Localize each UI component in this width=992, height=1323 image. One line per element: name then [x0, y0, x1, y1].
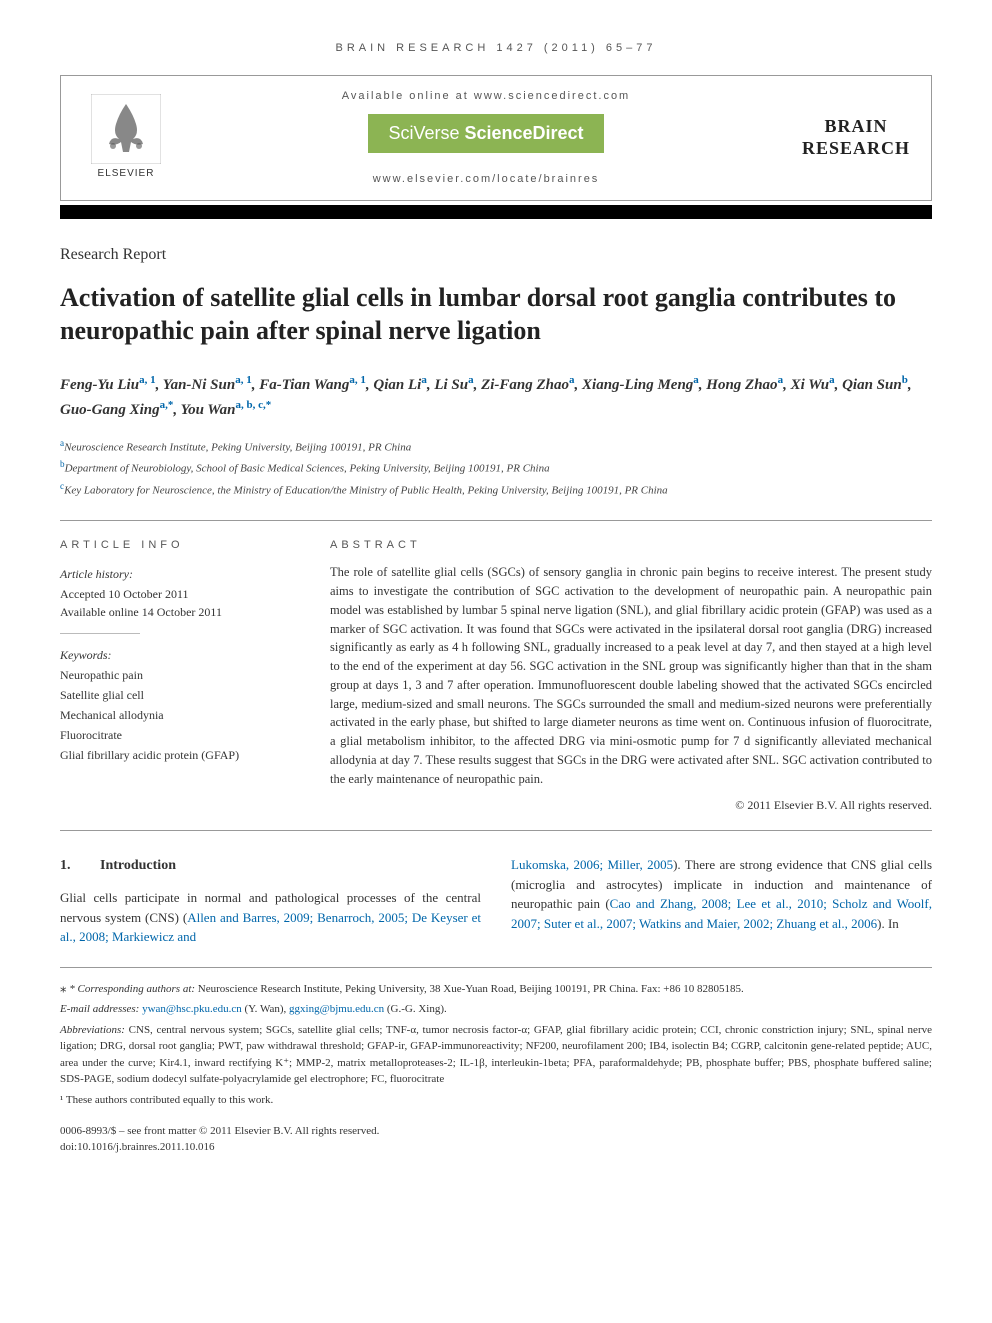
section-heading: 1.Introduction: [60, 855, 481, 876]
article-history-label: Article history:: [60, 565, 300, 583]
section-number: 1.: [60, 855, 100, 876]
journal-name-line2: RESEARCH: [801, 138, 911, 160]
sciverse-logo: SciVerse ScienceDirect: [368, 114, 603, 153]
keyword-item: Glial fibrillary acidic protein (GFAP): [60, 746, 300, 764]
email-note: E-mail addresses: ywan@hsc.pku.edu.cn (Y…: [60, 1001, 932, 1018]
email-link[interactable]: ywan@hsc.pku.edu.cn: [142, 1003, 242, 1015]
article-title: Activation of satellite glial cells in l…: [60, 281, 932, 349]
affiliations-list: aNeuroscience Research Institute, Peking…: [60, 436, 932, 500]
body-column-right: Lukomska, 2006; Miller, 2005). There are…: [511, 855, 932, 947]
doi-line: doi:10.1016/j.brainres.2011.10.016: [60, 1140, 932, 1155]
keyword-item: Fluorocitrate: [60, 726, 300, 744]
corresponding-author-note: ⁎ * Corresponding authors at: Neuroscien…: [60, 978, 932, 998]
elsevier-logo: ELSEVIER: [81, 93, 171, 183]
affiliation-item: bDepartment of Neurobiology, School of B…: [60, 457, 932, 478]
equal-contribution-note: ¹ These authors contributed equally to t…: [60, 1092, 932, 1109]
article-type: Research Report: [60, 243, 932, 267]
body-paragraph: Lukomska, 2006; Miller, 2005). There are…: [511, 855, 932, 933]
abbreviations-note: Abbreviations: CNS, central nervous syst…: [60, 1022, 932, 1088]
keyword-item: Neuropathic pain: [60, 666, 300, 684]
article-info-heading: ARTICLE INFO: [60, 537, 300, 554]
elsevier-name: ELSEVIER: [98, 166, 155, 181]
body-paragraph: Glial cells participate in normal and pa…: [60, 888, 481, 947]
authors-list: Feng-Yu Liua, 1, Yan-Ni Suna, 1, Fa-Tian…: [60, 372, 932, 422]
article-info-panel: ARTICLE INFO Article history: Accepted 1…: [60, 537, 300, 815]
accepted-date: Accepted 10 October 2011: [60, 585, 300, 603]
abstract-panel: ABSTRACT The role of satellite glial cel…: [330, 537, 932, 815]
keywords-list: Neuropathic pain Satellite glial cell Mech…: [60, 666, 300, 764]
front-matter-line: 0006-8993/$ – see front matter © 2011 El…: [60, 1124, 932, 1139]
keyword-item: Mechanical allodynia: [60, 706, 300, 724]
footer-meta: 0006-8993/$ – see front matter © 2011 El…: [60, 1124, 932, 1155]
section-title: Introduction: [100, 858, 176, 873]
journal-logo: BRAIN RESEARCH: [801, 116, 911, 159]
header-citation: BRAIN RESEARCH 1427 (2011) 65–77: [60, 40, 932, 57]
available-online-text: Available online at www.sciencedirect.co…: [171, 88, 801, 105]
footnotes: ⁎ * Corresponding authors at: Neuroscien…: [60, 967, 932, 1109]
header-divider-bar: [60, 205, 932, 219]
journal-name-line1: BRAIN: [801, 116, 911, 138]
email-link[interactable]: ggxing@bjmu.edu.cn: [289, 1003, 384, 1015]
abstract-heading: ABSTRACT: [330, 537, 932, 554]
online-date: Available online 14 October 2011: [60, 603, 300, 621]
journal-url[interactable]: www.elsevier.com/locate/brainres: [171, 171, 801, 188]
affiliation-item: cKey Laboratory for Neuroscience, the Mi…: [60, 479, 932, 500]
abstract-text: The role of satellite glial cells (SGCs)…: [330, 563, 932, 788]
banner-center: Available online at www.sciencedirect.co…: [171, 88, 801, 188]
info-abstract-row: ARTICLE INFO Article history: Accepted 1…: [60, 520, 932, 832]
keyword-item: Satellite glial cell: [60, 686, 300, 704]
body-columns: 1.Introduction Glial cells participate i…: [60, 855, 932, 947]
elsevier-tree-icon: [91, 94, 161, 164]
body-column-left: 1.Introduction Glial cells participate i…: [60, 855, 481, 947]
reference-link[interactable]: Lukomska, 2006; Miller, 2005: [511, 857, 673, 872]
keywords-label: Keywords:: [60, 646, 300, 664]
affiliation-item: aNeuroscience Research Institute, Peking…: [60, 436, 932, 457]
top-banner: ELSEVIER Available online at www.science…: [60, 75, 932, 201]
info-divider: [60, 633, 140, 634]
abstract-copyright: © 2011 Elsevier B.V. All rights reserved…: [330, 796, 932, 814]
